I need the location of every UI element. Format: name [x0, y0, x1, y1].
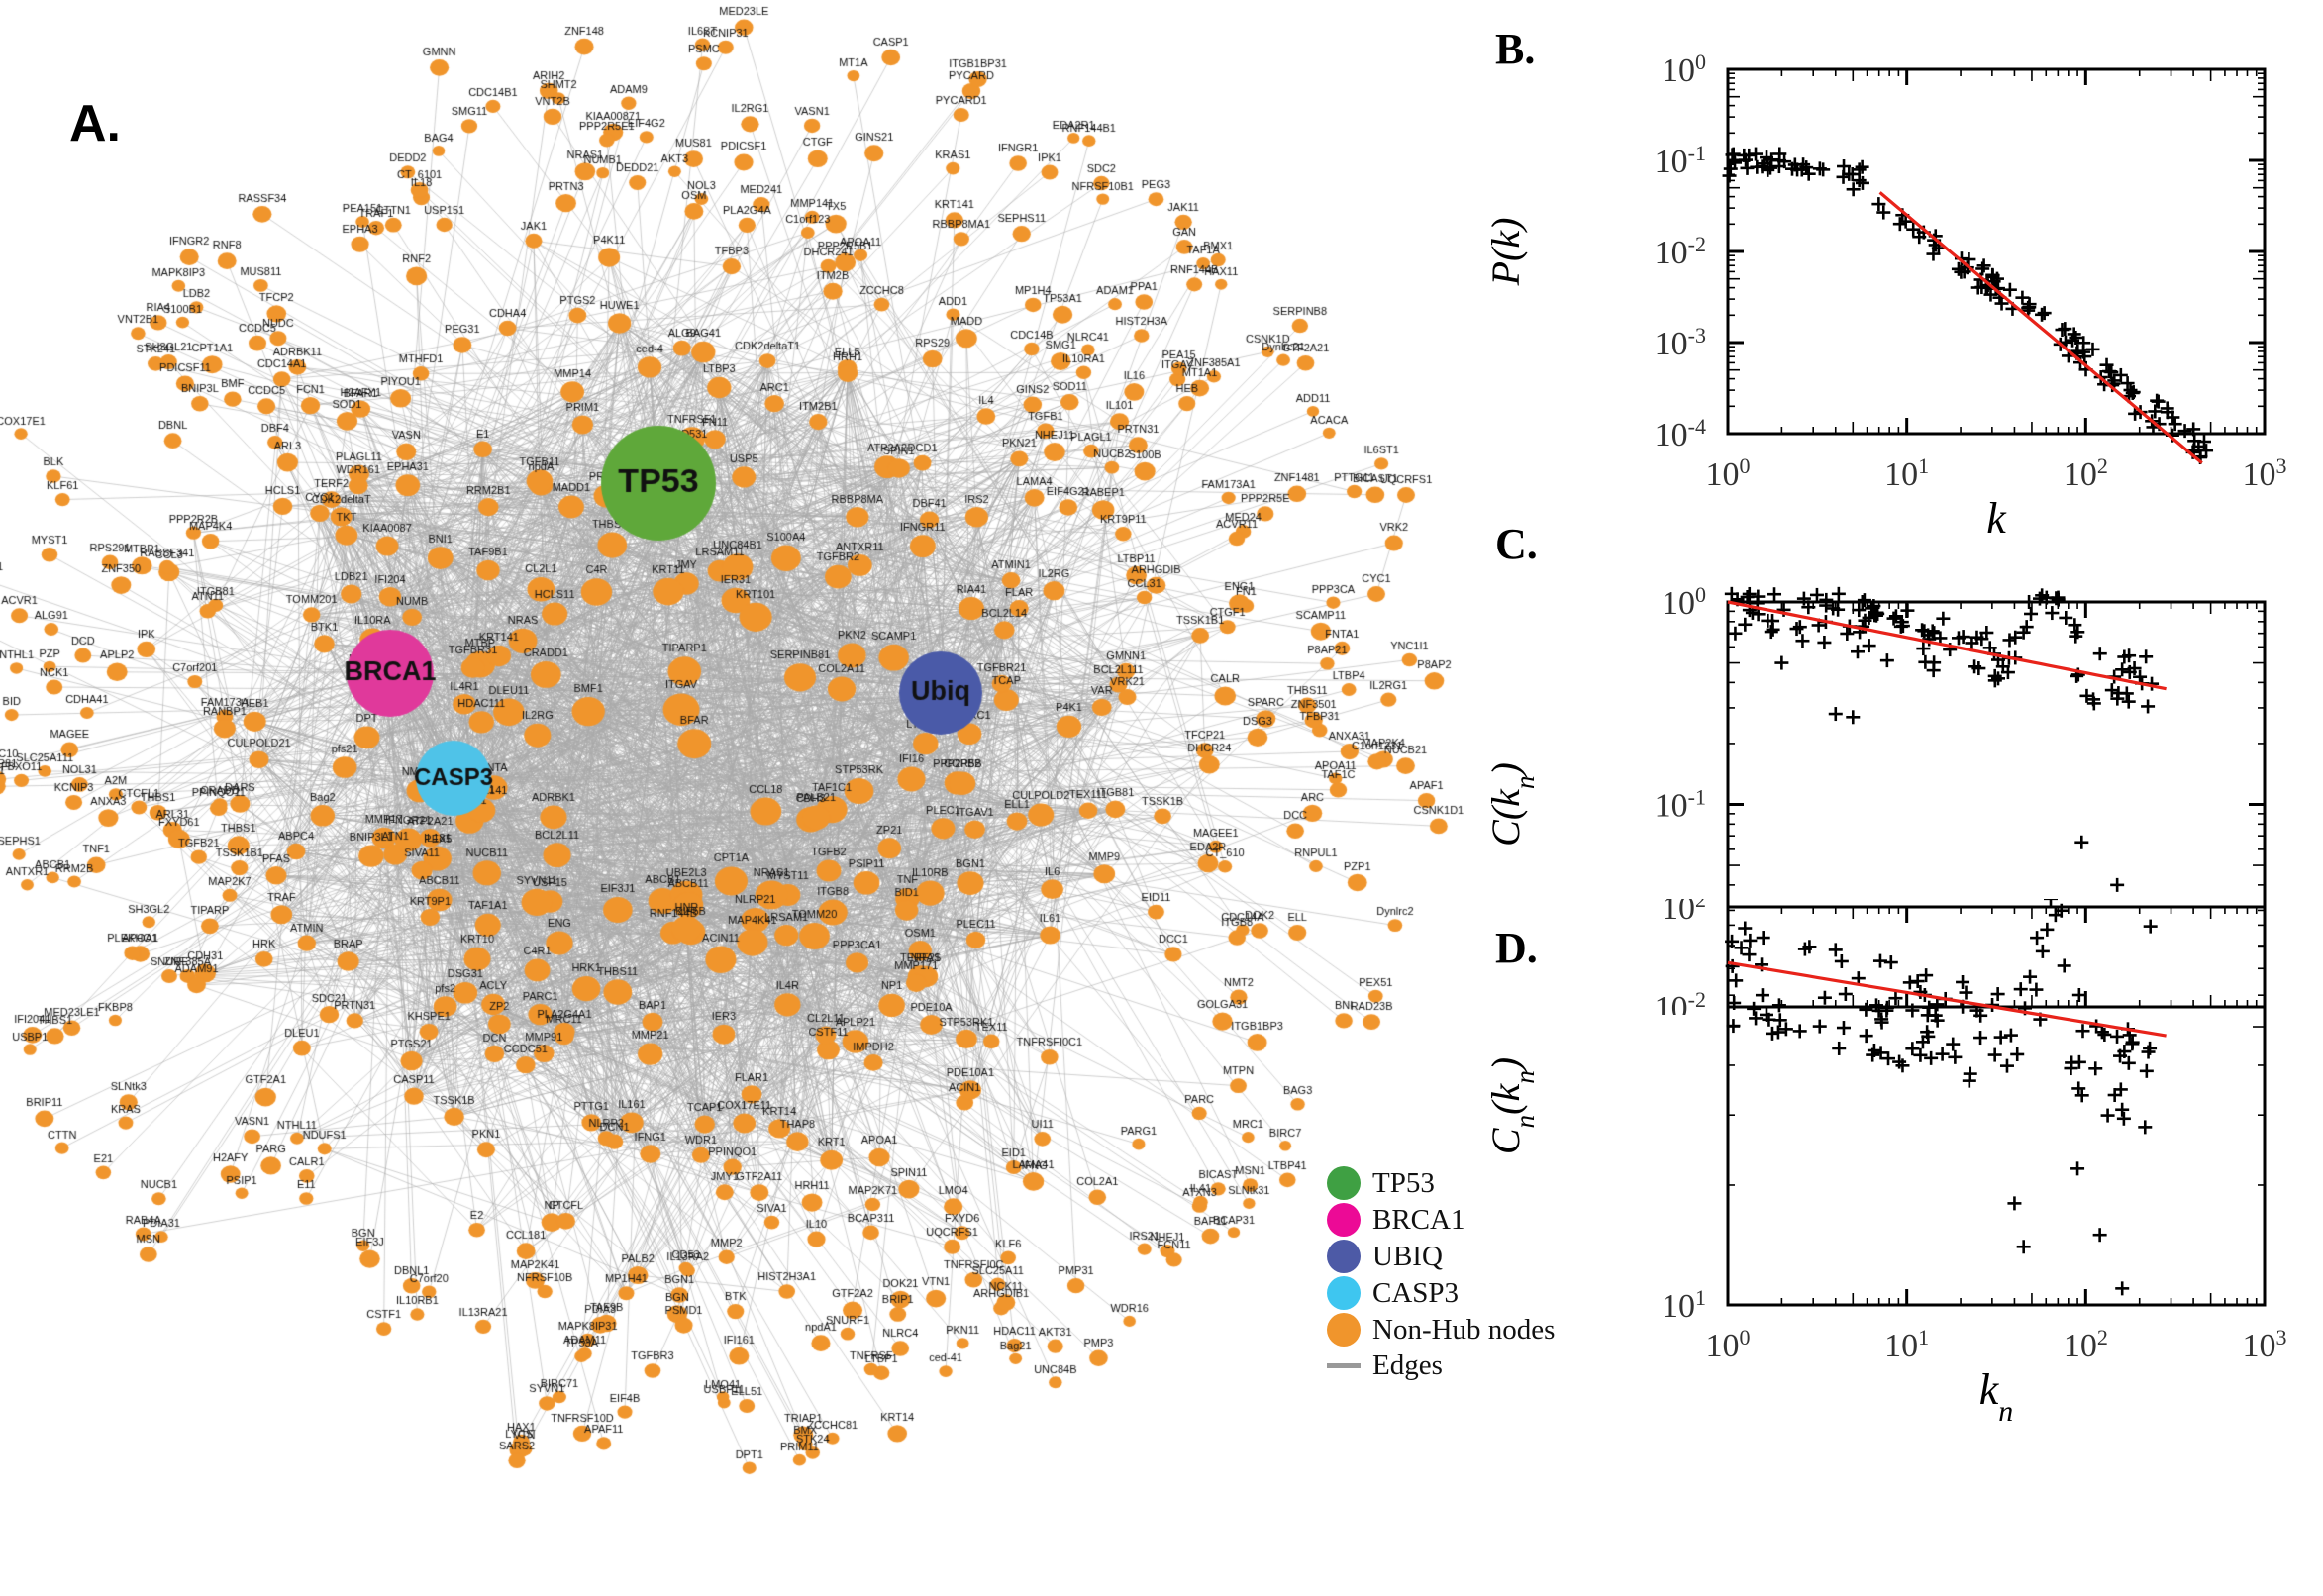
svg-text:103: 103: [2243, 453, 2287, 494]
svg-text:10-3: 10-3: [1655, 323, 1706, 363]
svg-text:kn: kn: [1979, 1365, 2013, 1428]
svg-text:103: 103: [2243, 1325, 2287, 1365]
svg-text:10-1: 10-1: [1655, 784, 1706, 825]
svg-text:D.: D.: [1495, 924, 1538, 972]
svg-text:101: 101: [1884, 453, 1929, 494]
svg-text:100: 100: [1706, 1325, 1751, 1365]
svg-text:100: 100: [1706, 453, 1751, 494]
svg-text:101: 101: [1662, 1285, 1706, 1326]
svg-text:Cn(kn): Cn(kn): [1485, 1057, 1540, 1154]
svg-text:100: 100: [1662, 582, 1706, 623]
svg-text:102: 102: [1662, 899, 1706, 927]
svg-text:P(k): P(k): [1485, 218, 1528, 287]
svg-text:10-4: 10-4: [1655, 414, 1706, 454]
svg-text:10-1: 10-1: [1655, 141, 1706, 181]
svg-text:B.: B.: [1495, 25, 1535, 73]
svg-text:101: 101: [1884, 1325, 1929, 1365]
svg-text:100: 100: [1662, 50, 1706, 90]
svg-text:102: 102: [2064, 1325, 2108, 1365]
svg-text:C(kn): C(kn): [1485, 762, 1540, 847]
svg-text:10-2: 10-2: [1655, 232, 1706, 272]
svg-text:102: 102: [2064, 453, 2108, 494]
svg-text:C.: C.: [1495, 520, 1538, 568]
